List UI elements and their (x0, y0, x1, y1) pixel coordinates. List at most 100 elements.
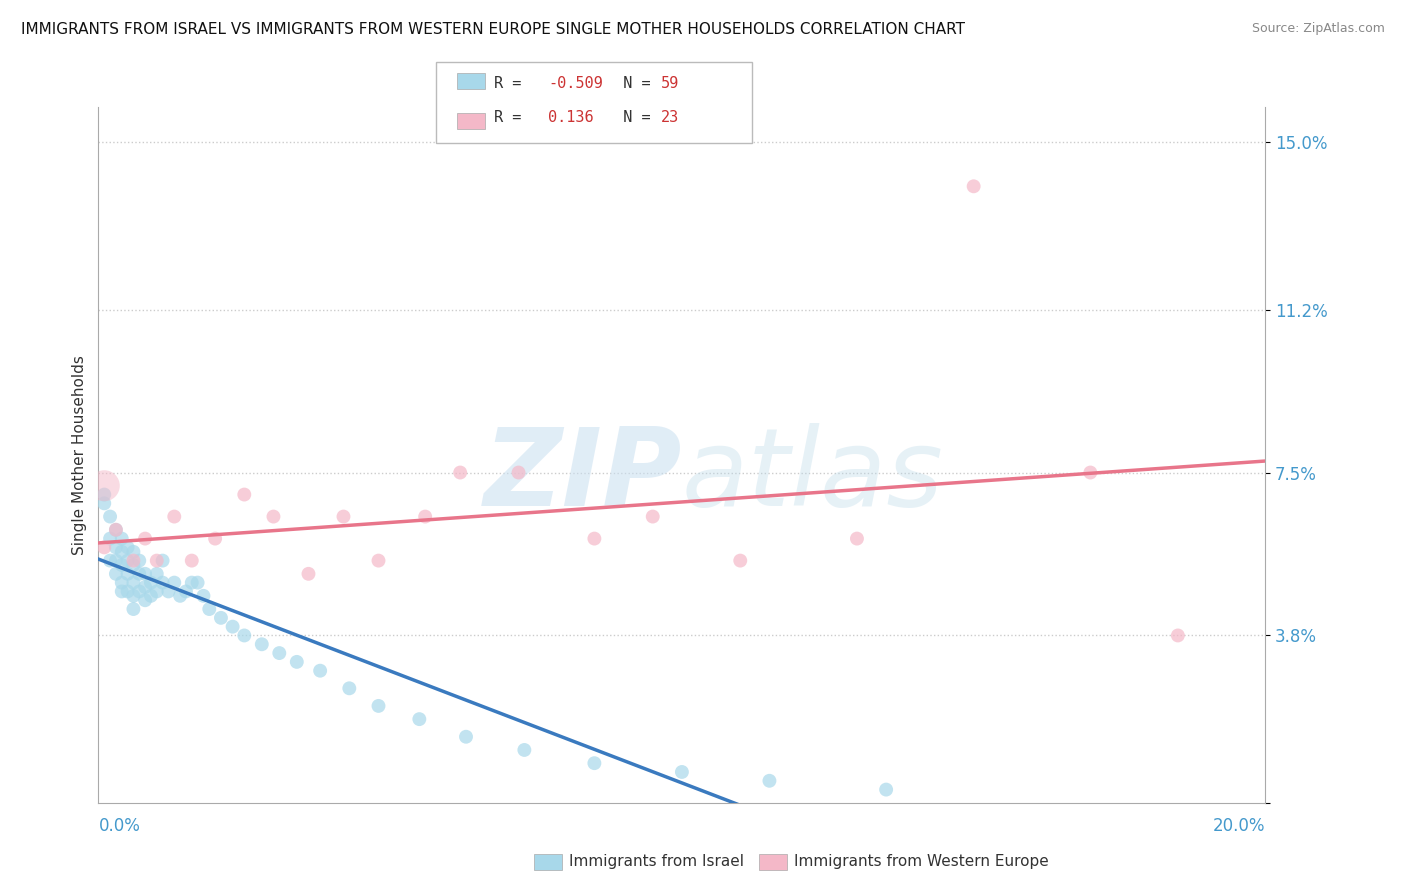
Point (128, 584, 150, 599)
Point (134, 580, 156, 594)
Point (875, 782, 897, 797)
Point (134, 566, 156, 581)
Point (134, 532, 156, 546)
Point (508, 466, 530, 480)
Text: Immigrants from Western Europe: Immigrants from Western Europe (794, 855, 1049, 869)
Point (233, 628, 256, 642)
Point (250, 637, 273, 651)
Text: IMMIGRANTS FROM ISRAEL VS IMMIGRANTS FROM WESTERN EUROPE SINGLE MOTHER HOUSEHOLD: IMMIGRANTS FROM ISRAEL VS IMMIGRANTS FRO… (21, 22, 965, 37)
Point (98, 532, 121, 546)
Point (332, 509, 354, 524)
Point (297, 566, 319, 581)
Text: Immigrants from Israel: Immigrants from Israel (569, 855, 744, 869)
Text: 59: 59 (661, 76, 679, 91)
Point (122, 545, 145, 559)
Point (174, 584, 197, 599)
Point (193, 589, 215, 603)
Point (122, 575, 145, 590)
Point (513, 743, 536, 757)
Point (117, 584, 139, 599)
Text: -0.509: -0.509 (548, 76, 603, 91)
Point (104, 541, 127, 555)
Point (98, 553, 121, 567)
Text: R =: R = (494, 76, 530, 91)
Text: R =: R = (494, 110, 530, 125)
Point (671, 764, 693, 779)
Point (93, 496, 115, 510)
Point (93, 479, 115, 493)
Point (163, 575, 186, 590)
Text: 0.0%: 0.0% (98, 817, 141, 835)
Text: 0.136: 0.136 (548, 110, 593, 125)
Point (117, 541, 139, 555)
Point (846, 532, 869, 546)
Point (285, 655, 308, 669)
Point (134, 593, 156, 607)
Point (104, 523, 127, 537)
Point (117, 553, 139, 567)
Point (449, 466, 471, 480)
Point (454, 730, 477, 744)
Point (157, 584, 180, 599)
Point (408, 712, 430, 726)
Point (204, 532, 226, 546)
Point (104, 553, 127, 567)
Point (180, 553, 202, 567)
Point (146, 584, 169, 599)
Point (104, 523, 127, 537)
Point (962, 179, 984, 194)
Point (583, 756, 606, 771)
Text: Source: ZipAtlas.com: Source: ZipAtlas.com (1251, 22, 1385, 36)
Point (111, 575, 134, 590)
Point (104, 566, 127, 581)
Point (146, 553, 169, 567)
Point (93, 487, 115, 501)
Text: 20.0%: 20.0% (1213, 817, 1265, 835)
Point (198, 602, 221, 616)
Point (583, 532, 606, 546)
Point (1080, 466, 1102, 480)
Point (111, 584, 134, 599)
Text: 23: 23 (661, 110, 679, 125)
Point (146, 566, 169, 581)
Point (730, 553, 752, 567)
Point (1167, 628, 1189, 642)
Point (139, 575, 162, 590)
Point (269, 646, 291, 660)
Point (122, 553, 145, 567)
Text: atlas: atlas (682, 424, 943, 528)
Point (122, 589, 145, 603)
Point (209, 611, 232, 625)
Point (180, 575, 202, 590)
Point (111, 558, 134, 572)
Y-axis label: Single Mother Households: Single Mother Households (72, 355, 87, 555)
Point (169, 589, 191, 603)
Point (111, 532, 134, 546)
Point (262, 509, 284, 524)
Point (367, 553, 389, 567)
Point (98, 509, 121, 524)
Point (152, 575, 174, 590)
Point (117, 566, 139, 581)
Text: ZIP: ZIP (484, 423, 682, 529)
Point (233, 487, 256, 501)
Text: N =: N = (605, 76, 659, 91)
Point (128, 553, 150, 567)
Point (758, 773, 780, 788)
Text: N =: N = (605, 110, 659, 125)
Point (309, 664, 332, 678)
Point (152, 553, 174, 567)
Point (128, 566, 150, 581)
Point (337, 681, 360, 696)
Point (93, 541, 115, 555)
Point (641, 509, 664, 524)
Point (122, 602, 145, 616)
Point (122, 558, 145, 572)
Point (111, 545, 134, 559)
Point (187, 575, 209, 590)
Point (163, 509, 186, 524)
Point (221, 620, 243, 634)
Point (367, 698, 389, 713)
Point (139, 589, 162, 603)
Point (413, 509, 436, 524)
